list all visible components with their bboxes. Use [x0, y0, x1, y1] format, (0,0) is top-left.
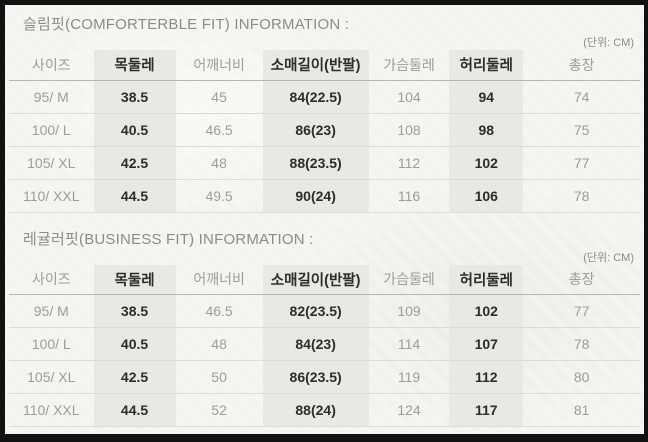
header-chest: 가슴둘레: [368, 50, 450, 81]
table-row: 105/ XL 42.5 50 86(23.5) 119 112 80: [9, 360, 640, 394]
cell-chest: 119: [368, 360, 450, 394]
cell-neck: 42.5: [93, 146, 176, 180]
header-row: 사이즈 목둘레 어깨너비 소매길이(반팔) 가슴둘레 허리둘레 총장: [9, 50, 640, 81]
cell-sleeve: 90(24): [262, 179, 369, 213]
header-size: 사이즈: [9, 264, 94, 295]
cell-waist: 102: [449, 146, 524, 180]
cell-length: 77: [523, 294, 640, 328]
cell-neck: 44.5: [93, 393, 176, 427]
cell-neck: 38.5: [93, 294, 176, 328]
cell-waist: 117: [449, 393, 524, 427]
regular-fit-header: 레귤러핏(BUSINESS FIT) INFORMATION : (단위: CM…: [9, 213, 640, 265]
table-row: 100/ L 40.5 46.5 86(23) 108 98 75: [9, 113, 640, 147]
regular-fit-section: 레귤러핏(BUSINESS FIT) INFORMATION : (단위: CM…: [5, 213, 644, 427]
cell-chest: 124: [368, 393, 450, 427]
cell-shoulder: 45: [175, 80, 263, 114]
cell-waist: 94: [449, 80, 524, 114]
cell-waist: 106: [449, 179, 524, 213]
cell-neck: 42.5: [93, 360, 176, 394]
cell-size: 100/ L: [9, 327, 94, 361]
cell-length: 74: [523, 80, 640, 114]
header-row: 사이즈 목둘레 어깨너비 소매길이(반팔) 가슴둘레 허리둘레 총장: [9, 264, 640, 295]
cell-size: 110/ XXL: [9, 393, 94, 427]
cell-chest: 108: [368, 113, 450, 147]
header-neck: 목둘레: [93, 50, 176, 81]
cell-length: 81: [523, 393, 640, 427]
cell-length: 78: [523, 327, 640, 361]
cell-neck: 38.5: [93, 80, 176, 114]
cell-neck: 40.5: [93, 327, 176, 361]
header-shoulder: 어깨너비: [175, 50, 263, 81]
header-length: 총장: [523, 264, 640, 295]
cell-size: 95/ M: [9, 80, 94, 114]
cell-shoulder: 52: [175, 393, 263, 427]
regular-fit-title: 레귤러핏(BUSINESS FIT) INFORMATION :: [23, 230, 314, 248]
cell-size: 95/ M: [9, 294, 94, 328]
header-shoulder: 어깨너비: [175, 264, 263, 295]
cell-length: 77: [523, 146, 640, 180]
header-neck: 목둘레: [93, 264, 176, 295]
unit-note: (단위: CM): [583, 251, 634, 264]
cell-size: 105/ XL: [9, 360, 94, 394]
cell-sleeve: 84(22.5): [262, 80, 369, 114]
slim-fit-size-table: 사이즈 목둘레 어깨너비 소매길이(반팔) 가슴둘레 허리둘레 총장 95/ M…: [9, 50, 640, 213]
cell-neck: 44.5: [93, 179, 176, 213]
cell-shoulder: 48: [175, 146, 263, 180]
cell-length: 80: [523, 360, 640, 394]
cell-size: 110/ XXL: [9, 179, 94, 213]
cell-chest: 116: [368, 179, 450, 213]
cell-sleeve: 88(24): [262, 393, 369, 427]
regular-fit-size-table: 사이즈 목둘레 어깨너비 소매길이(반팔) 가슴둘레 허리둘레 총장 95/ M…: [9, 264, 640, 427]
header-waist: 허리둘레: [449, 50, 524, 81]
cell-shoulder: 46.5: [175, 113, 263, 147]
cell-waist: 107: [449, 327, 524, 361]
cell-length: 78: [523, 179, 640, 213]
cell-shoulder: 49.5: [175, 179, 263, 213]
slim-fit-section: 슬림핏(COMFORTERBLE FIT) INFORMATION : (단위:…: [5, 5, 644, 213]
cell-sleeve: 82(23.5): [262, 294, 369, 328]
table-row: 105/ XL 42.5 48 88(23.5) 112 102 77: [9, 146, 640, 180]
slim-fit-title: 슬림핏(COMFORTERBLE FIT) INFORMATION :: [23, 16, 350, 33]
cell-sleeve: 86(23): [262, 113, 369, 147]
cell-length: 75: [523, 113, 640, 147]
header-size: 사이즈: [9, 50, 94, 81]
cell-waist: 102: [449, 294, 524, 328]
cell-neck: 40.5: [93, 113, 176, 147]
cell-chest: 112: [368, 146, 450, 180]
header-sleeve: 소매길이(반팔): [262, 50, 369, 81]
cell-chest: 114: [368, 327, 450, 361]
table-row: 100/ L 40.5 48 84(23) 114 107 78: [9, 327, 640, 361]
cell-chest: 109: [368, 294, 450, 328]
table-row: 95/ M 38.5 45 84(22.5) 104 94 74: [9, 80, 640, 114]
cell-size: 100/ L: [9, 113, 94, 147]
unit-note: (단위: CM): [583, 37, 634, 49]
header-waist: 허리둘레: [449, 264, 524, 295]
header-chest: 가슴둘레: [368, 264, 450, 295]
cell-shoulder: 50: [175, 360, 263, 394]
cell-sleeve: 84(23): [262, 327, 369, 361]
slim-fit-header: 슬림핏(COMFORTERBLE FIT) INFORMATION : (단위:…: [9, 5, 640, 50]
cell-shoulder: 48: [175, 327, 263, 361]
cell-shoulder: 46.5: [175, 294, 263, 328]
table-row: 110/ XXL 44.5 52 88(24) 124 117 81: [9, 393, 640, 427]
cell-waist: 112: [449, 360, 524, 394]
table-row: 95/ M 38.5 46.5 82(23.5) 109 102 77: [9, 294, 640, 328]
header-length: 총장: [523, 50, 640, 81]
cell-waist: 98: [449, 113, 524, 147]
table-row: 110/ XXL 44.5 49.5 90(24) 116 106 78: [9, 179, 640, 213]
cell-size: 105/ XL: [9, 146, 94, 180]
header-sleeve: 소매길이(반팔): [262, 264, 369, 295]
cell-sleeve: 86(23.5): [262, 360, 369, 394]
cell-chest: 104: [368, 80, 450, 114]
cell-sleeve: 88(23.5): [262, 146, 369, 180]
